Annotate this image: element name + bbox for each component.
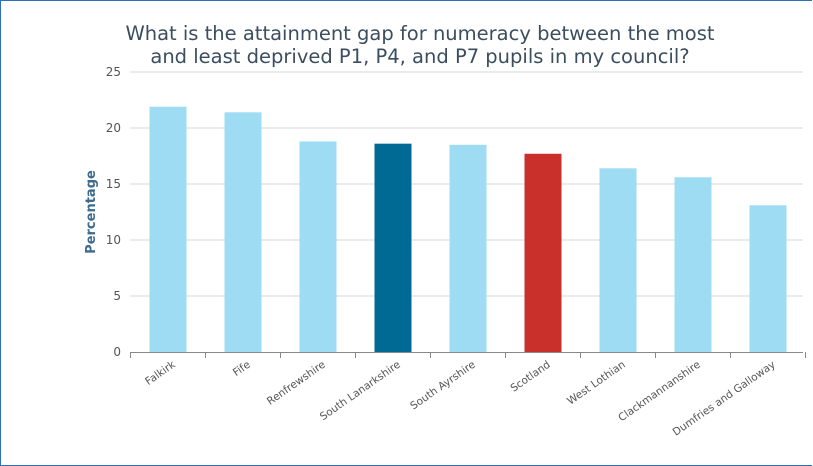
y-axis-label: Percentage [84,170,99,254]
y-tick-label: 20 [106,121,121,135]
bars [149,106,787,352]
x-axis [130,352,806,358]
bar [149,106,187,352]
chart-title: What is the attainment gap for numeracy … [125,22,715,68]
bar [674,177,712,352]
bar [224,112,262,352]
x-tick-label: South Lanarkshire [318,359,403,423]
y-tick-label: 5 [113,289,121,303]
x-tick-label: South Ayrshire [408,359,478,413]
bar [449,144,487,352]
bar [299,141,337,352]
bar [749,205,787,352]
y-tick-label: 0 [113,345,121,359]
x-tick-label: Renfrewshire [265,359,328,408]
x-tick-label: Falkirk [143,358,178,388]
y-tick-label: 10 [106,233,121,247]
y-axis-ticks: 0 5 10 15 20 25 [106,65,121,359]
bar [599,168,637,352]
bar [374,143,412,352]
x-tick-label: West Lothian [565,359,628,408]
bar [524,153,562,352]
x-tick-label: Scotland [508,359,552,395]
x-tick-label: Fife [231,359,253,379]
y-tick-label: 25 [106,65,121,79]
y-tick-label: 15 [106,177,121,191]
